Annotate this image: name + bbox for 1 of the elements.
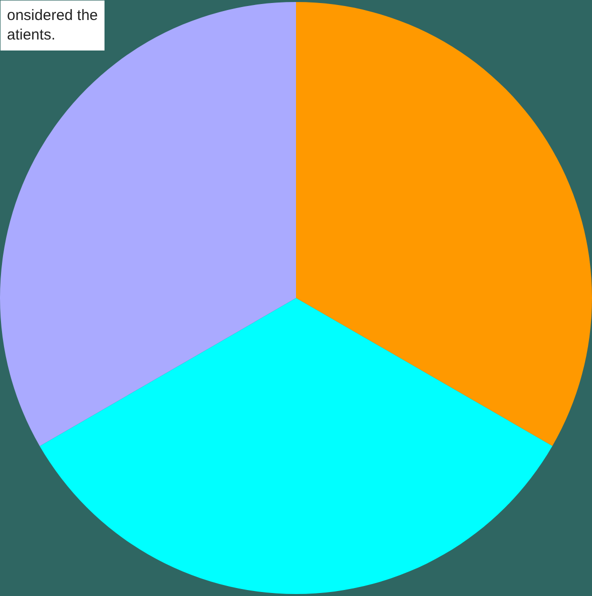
text: onsidered the atients. bbox=[7, 7, 98, 44]
